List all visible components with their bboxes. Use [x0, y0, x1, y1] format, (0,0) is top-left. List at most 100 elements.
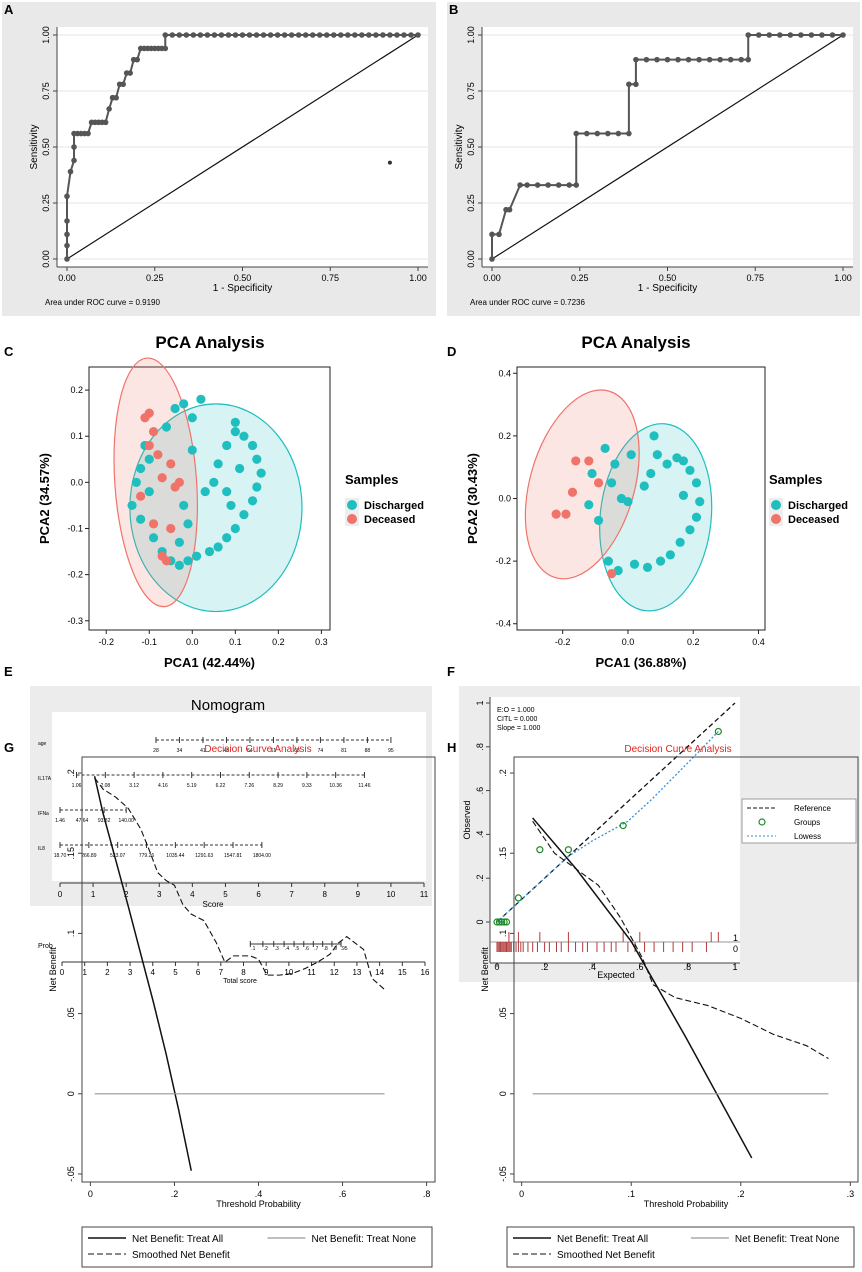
sample-point-deceased — [153, 450, 163, 460]
y-tick-label: .8 — [475, 743, 485, 751]
roc-point — [197, 32, 204, 38]
legend-label-deceased: Deceased — [364, 514, 415, 526]
roc-point — [664, 56, 671, 63]
variable-tick-label: 779.26 — [139, 853, 155, 859]
roc-point — [169, 32, 176, 38]
roc-point — [67, 168, 74, 175]
variable-tick-label: 93.82 — [98, 818, 111, 824]
variable-tick-label: 1.06 — [72, 783, 82, 789]
x-tick-label: 1.00 — [834, 273, 852, 283]
sample-point-deceased — [166, 459, 176, 469]
roc-point — [387, 32, 393, 38]
roc-point — [330, 32, 337, 38]
roc-point — [626, 130, 632, 137]
curve-net-benefit-treat-all — [532, 817, 753, 1159]
panel-letter-d: D — [447, 344, 456, 359]
x-tick-label: 0.1 — [229, 637, 242, 647]
legend-box — [506, 1226, 855, 1268]
chart-title: PCA Analysis — [581, 333, 690, 352]
roc-point — [260, 32, 267, 38]
y-tick-label: .2 — [498, 769, 508, 777]
roc-point — [524, 182, 530, 188]
variable-tick-label: 1.46 — [55, 818, 65, 824]
x-tick-label: 1 — [732, 962, 737, 972]
legend-label-net-benefit-treat-none: Net Benefit: Treat None — [735, 1234, 840, 1245]
roc-point — [605, 130, 611, 137]
roc-point — [738, 56, 745, 63]
variable-tick-label: 41 — [200, 748, 206, 754]
y-axis-label: Observed — [462, 800, 472, 839]
roc-point — [134, 56, 140, 63]
variable-tick-label: 61 — [271, 748, 277, 754]
x-tick-label: 0.25 — [146, 273, 164, 283]
y-tick-label: 0.4 — [498, 368, 511, 378]
roc-point — [829, 32, 836, 38]
sample-point-discharged — [662, 459, 672, 469]
total-score-tick-label: 15 — [398, 968, 407, 977]
y-tick-label: -0.2 — [495, 556, 511, 566]
roc-point — [496, 231, 502, 238]
x-tick-label: 0.50 — [234, 273, 252, 283]
sample-point-deceased — [148, 426, 159, 437]
y-tick-label: 1 — [475, 700, 485, 705]
auc-note: Area under ROC curve = 0.9190 — [45, 298, 161, 307]
stray-marker — [387, 160, 392, 165]
variable-tick-label: 34 — [177, 748, 183, 754]
roc-point — [777, 32, 783, 38]
roc-point — [380, 32, 386, 38]
sample-point-discharged — [672, 453, 682, 463]
total-score-tick-label: 5 — [173, 968, 178, 977]
total-score-tick-label: 7 — [219, 968, 224, 977]
score-tick-label: 0 — [58, 890, 63, 899]
sample-point-discharged — [174, 560, 184, 571]
reference-diagonal — [491, 34, 844, 260]
roc-point — [323, 32, 330, 38]
roc-point — [545, 182, 551, 188]
sample-point-discharged — [230, 417, 240, 427]
panel-letter-b: B — [449, 2, 458, 17]
sample-point-discharged — [593, 515, 604, 526]
x-tick-label: .4 — [588, 962, 596, 972]
x-tick-label: 0.0 — [622, 637, 635, 647]
prob-tick-label: .6 — [305, 946, 309, 952]
roc-point — [366, 32, 372, 38]
sample-point-discharged — [584, 500, 594, 510]
roc-point — [594, 130, 601, 137]
variable-tick-label: 74 — [318, 748, 324, 754]
sample-point-deceased — [170, 482, 180, 492]
legend-label-net-benefit-treat-all: Net Benefit: Treat All — [132, 1234, 223, 1245]
calibration-stat: E:O = 1.000 — [497, 707, 535, 714]
y-tick-label: -.05 — [66, 1166, 76, 1182]
roc-point — [71, 144, 77, 150]
x-tick-label: 0.0 — [186, 637, 199, 647]
sample-point-deceased — [561, 509, 571, 519]
curve-smoothed-net-benefit — [94, 777, 385, 990]
lowess-curve — [496, 731, 719, 923]
total-score-tick-label: 0 — [60, 968, 65, 977]
roc-point — [64, 218, 70, 224]
y-tick-label: 0.1 — [70, 431, 83, 441]
y-tick-label: -0.4 — [495, 619, 511, 629]
prob-tick-label: .3 — [275, 946, 279, 952]
x-tick-label: .6 — [339, 1189, 347, 1199]
roc-point — [840, 32, 846, 38]
score-tick-label: 1 — [91, 890, 96, 899]
roc-point — [401, 32, 407, 38]
sample-point-deceased — [571, 456, 581, 466]
chart-title: Decision Curve Analysis — [204, 744, 311, 755]
legend-label-groups: Groups — [794, 818, 820, 827]
confidence-ellipse-deceased — [524, 389, 640, 580]
roc-point — [359, 32, 365, 38]
sample-point-discharged — [649, 431, 659, 441]
panel-letter-g: G — [4, 740, 14, 755]
sample-point-discharged — [144, 486, 154, 497]
sample-point-discharged — [183, 556, 193, 566]
roc-point — [176, 32, 183, 38]
reference-line — [496, 702, 736, 923]
group-point — [564, 846, 573, 854]
y-axis-label: Sensitivity — [454, 124, 465, 169]
roc-point — [808, 32, 815, 38]
y-tick-label: 0.50 — [41, 138, 51, 156]
sample-point-discharged — [131, 477, 141, 487]
